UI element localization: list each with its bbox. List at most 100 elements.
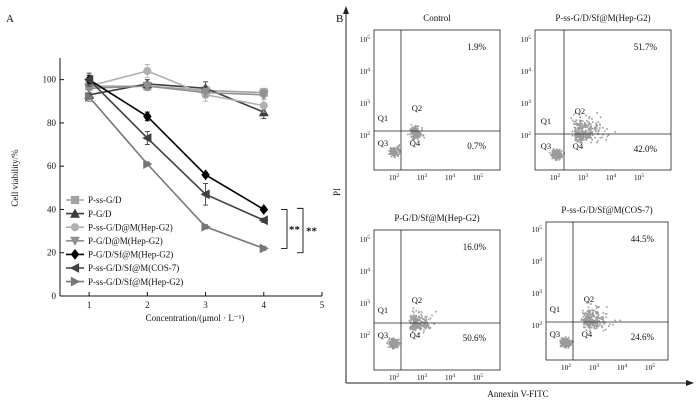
event-dot xyxy=(414,127,417,129)
event-dot xyxy=(596,112,598,114)
event-dot xyxy=(567,342,570,345)
data-point xyxy=(143,66,152,76)
event-dot xyxy=(423,329,425,332)
x-tick-label: 103 xyxy=(578,173,589,182)
event-dot xyxy=(419,131,421,134)
event-dot xyxy=(412,314,415,316)
event-dot xyxy=(418,332,421,335)
quadrant-label-q3: Q3 xyxy=(378,138,388,148)
event-dot xyxy=(597,130,600,133)
data-point xyxy=(83,74,94,85)
q4-percentage: 50.6% xyxy=(463,333,487,343)
event-dot xyxy=(593,322,596,325)
flow-plot-frame xyxy=(373,29,501,171)
event-dot xyxy=(421,129,423,131)
event-dot xyxy=(419,327,421,330)
event-dot xyxy=(589,134,591,137)
event-dot xyxy=(418,133,420,136)
event-dot xyxy=(412,311,415,314)
event-dot xyxy=(559,345,562,347)
event-dot xyxy=(577,130,580,133)
event-dot xyxy=(553,152,555,154)
event-dot xyxy=(392,345,394,347)
event-dot xyxy=(390,339,393,342)
event-dot xyxy=(589,325,591,328)
event-dot xyxy=(417,129,419,132)
event-dot xyxy=(552,148,555,150)
chart-a-y-tick-label: 20 xyxy=(47,248,57,258)
event-dot xyxy=(409,316,412,319)
event-dot xyxy=(607,134,610,136)
panel-b-y-label: PI xyxy=(332,188,342,196)
event-dot xyxy=(569,340,571,343)
event-dot xyxy=(396,147,399,149)
event-dot xyxy=(602,133,604,136)
event-dot xyxy=(413,132,416,135)
event-dot xyxy=(571,130,574,133)
legend-label: P-ss-G/D xyxy=(88,195,122,205)
chart-a-y-tick-label: 60 xyxy=(47,161,57,171)
event-dot xyxy=(591,118,593,120)
event-dot xyxy=(588,320,590,323)
event-dot xyxy=(425,321,428,324)
event-dot xyxy=(576,123,579,125)
event-dot xyxy=(396,346,399,349)
event-dot xyxy=(588,123,591,125)
event-dot xyxy=(599,127,601,129)
event-dot xyxy=(570,342,573,345)
event-dot xyxy=(562,341,565,344)
flow-plots: Control Q1 Q2 Q3 Q4 1.9% 0.7% 102 102 103 103 104 10… xyxy=(360,13,672,382)
quadrant-label-q4: Q4 xyxy=(573,141,584,151)
event-dot xyxy=(588,116,591,118)
legend-item: P-ss-G/D xyxy=(66,195,122,205)
event-dot xyxy=(398,151,400,154)
event-dot xyxy=(605,328,607,331)
event-dot xyxy=(408,319,411,322)
chart-a-y-tick-label: 40 xyxy=(47,204,57,214)
event-dot xyxy=(591,309,593,311)
quadrant-label-q3: Q3 xyxy=(550,329,560,339)
event-dot xyxy=(410,317,413,319)
event-dot xyxy=(410,124,413,126)
event-dot xyxy=(390,343,392,345)
event-dot xyxy=(580,119,582,122)
event-dot xyxy=(419,327,421,329)
quadrant-label-q4: Q4 xyxy=(410,330,421,340)
event-dot xyxy=(431,314,433,317)
event-dot xyxy=(583,322,585,325)
event-dot xyxy=(412,133,414,135)
event-dot xyxy=(599,323,601,326)
event-dot xyxy=(391,147,393,150)
event-dot xyxy=(414,322,416,325)
event-dot xyxy=(599,116,602,119)
event-dot xyxy=(575,119,578,121)
event-dot xyxy=(414,128,416,130)
event-dot xyxy=(389,148,392,151)
quadrant-label-q3: Q3 xyxy=(541,141,551,151)
event-dot xyxy=(395,150,398,153)
event-dot xyxy=(565,339,568,342)
event-dot xyxy=(579,116,581,119)
event-dot xyxy=(587,133,590,136)
legend-label: P-ss-G/D/Sf@M(COS-7) xyxy=(88,263,179,273)
data-point xyxy=(142,82,153,92)
event-dot xyxy=(581,139,583,142)
event-dot xyxy=(435,310,437,313)
chart-a-x-tick-label: 1 xyxy=(87,300,92,310)
event-dot xyxy=(560,342,563,345)
event-dot xyxy=(597,140,599,142)
event-dot xyxy=(575,131,577,134)
event-dot xyxy=(582,126,584,129)
series-line xyxy=(89,85,264,96)
event-dot xyxy=(580,142,583,144)
data-point xyxy=(85,92,95,102)
x-tick-label: 104 xyxy=(445,373,456,382)
event-dot xyxy=(415,130,417,133)
event-dot xyxy=(420,317,423,319)
event-dot xyxy=(568,339,570,342)
event-dot xyxy=(585,312,587,315)
event-dot xyxy=(596,124,599,127)
y-tick-label: 103 xyxy=(360,299,371,308)
event-dot xyxy=(414,325,416,327)
